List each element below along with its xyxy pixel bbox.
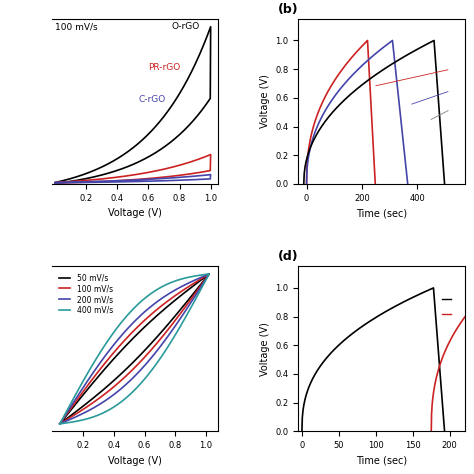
Legend: 50 mV/s, 100 mV/s, 200 mV/s, 400 mV/s: 50 mV/s, 100 mV/s, 200 mV/s, 400 mV/s bbox=[56, 270, 116, 318]
Y-axis label: Voltage (V): Voltage (V) bbox=[260, 74, 270, 128]
X-axis label: Voltage (V): Voltage (V) bbox=[109, 456, 162, 465]
Text: O-rGO: O-rGO bbox=[172, 22, 200, 31]
Text: (b): (b) bbox=[278, 3, 299, 16]
X-axis label: Voltage (V): Voltage (V) bbox=[109, 208, 162, 218]
X-axis label: Time (sec): Time (sec) bbox=[356, 456, 407, 465]
Text: (d): (d) bbox=[278, 250, 299, 263]
Text: 100 mV/s: 100 mV/s bbox=[55, 22, 98, 31]
Y-axis label: Voltage (V): Voltage (V) bbox=[260, 322, 270, 376]
Text: PR-rGO: PR-rGO bbox=[148, 64, 181, 73]
Text: C-rGO: C-rGO bbox=[138, 95, 166, 104]
X-axis label: Time (sec): Time (sec) bbox=[356, 208, 407, 218]
